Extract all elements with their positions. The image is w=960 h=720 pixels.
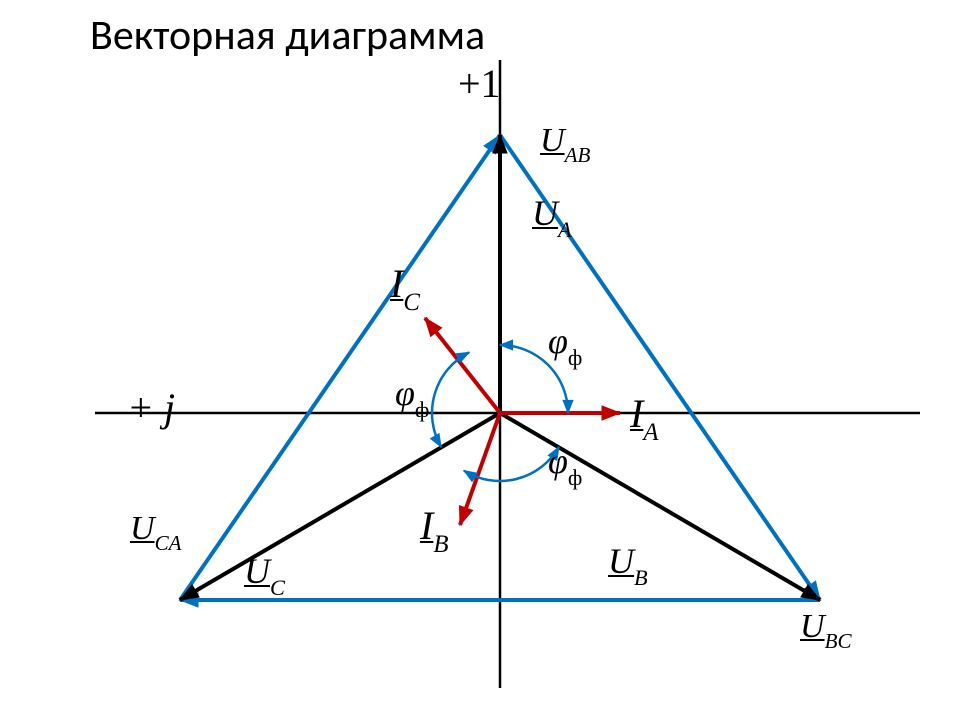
label-phi-2: φф bbox=[548, 440, 582, 487]
label-phi-3: φф bbox=[395, 372, 429, 419]
label-UAB: UAB bbox=[540, 122, 590, 165]
label-UCA: UCA bbox=[130, 510, 182, 553]
label-UA: UA bbox=[532, 192, 572, 239]
axis-label-plus1: +1 bbox=[458, 60, 501, 107]
label-IC: IC bbox=[390, 260, 420, 313]
page-title: Векторная диаграмма bbox=[90, 10, 485, 61]
label-UBC: UBC bbox=[800, 608, 852, 651]
label-phi-1: φф bbox=[548, 320, 582, 367]
label-IB: IB bbox=[420, 502, 448, 555]
label-UB: UB bbox=[608, 540, 648, 587]
label-IA: IA bbox=[630, 390, 658, 443]
label-UC: UC bbox=[244, 550, 285, 597]
axis-label-plusj: + j bbox=[127, 384, 175, 431]
